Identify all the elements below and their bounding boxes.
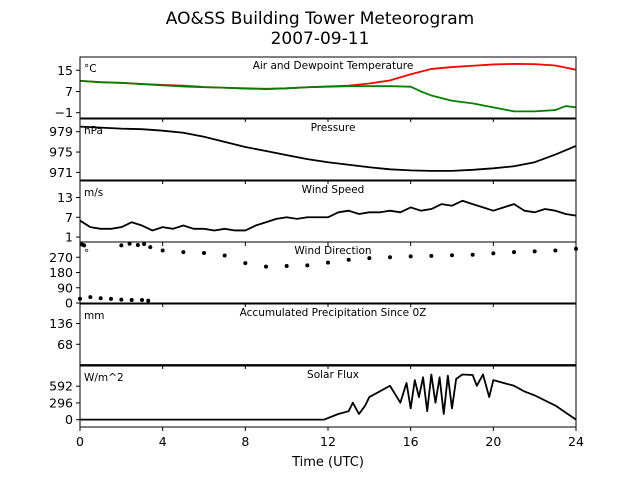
data-point — [512, 250, 516, 255]
panel-2: 13 7 1 Wind Speed m/s — [57, 180, 577, 246]
y-tick-label: 136 — [49, 316, 73, 331]
panel-unit: W/m^2 — [84, 372, 124, 384]
y-tick-label: 13 — [57, 190, 73, 205]
x-tick-label: 16 — [403, 434, 419, 449]
y-tick-label: 7 — [65, 84, 73, 99]
y-tick-label: 296 — [49, 395, 73, 410]
panel-unit: °C — [84, 63, 97, 75]
data-point — [127, 241, 132, 246]
panel-title: Air and Dewpoint Temperature — [253, 60, 414, 72]
data-point — [553, 248, 558, 253]
data-point — [109, 296, 113, 301]
data-point — [82, 243, 87, 248]
x-tick-label: 0 — [76, 434, 84, 449]
y-tick-label: 15 — [57, 63, 73, 78]
y-tick-label: 0 — [65, 296, 73, 311]
y-tick-label: −1 — [55, 105, 73, 120]
data-point — [491, 251, 496, 256]
data-point — [146, 298, 151, 303]
chart-title: AO&SS Building Tower Meteorogram — [166, 9, 474, 29]
data-point — [119, 297, 124, 302]
data-point — [140, 297, 144, 302]
y-tick-label: 971 — [49, 165, 73, 180]
data-point — [532, 249, 537, 254]
y-tick-label: 592 — [49, 379, 73, 394]
data-point — [470, 252, 475, 257]
data-point — [119, 243, 124, 248]
panel-unit: mm — [84, 310, 104, 322]
panel-4: 136 68 Accumulated Precipitation Since 0Z m… — [49, 303, 577, 369]
data-point — [129, 297, 134, 302]
data-point — [222, 253, 227, 258]
data-point — [135, 243, 140, 248]
y-tick-label: 7 — [65, 210, 73, 225]
series-line-0 — [80, 373, 577, 421]
y-tick-label: 975 — [49, 145, 73, 160]
data-point — [264, 264, 268, 269]
data-point — [284, 264, 289, 269]
series-line-0 — [79, 125, 577, 172]
data-point — [202, 251, 206, 256]
data-point — [88, 295, 93, 300]
panel-title: Pressure — [311, 122, 356, 134]
y-tick-label: 979 — [49, 124, 73, 139]
panel-0: 15 7 −1 Air and Dewpoint Temperature °C — [55, 56, 577, 122]
series-line-1 — [79, 79, 577, 113]
y-tick-label: 0 — [65, 412, 73, 427]
y-tick-label: 68 — [57, 337, 73, 352]
data-point — [429, 253, 434, 258]
x-tick-label: 20 — [485, 434, 501, 449]
y-tick-label: 180 — [49, 265, 73, 280]
chart-date: 2007-09-11 — [271, 29, 370, 49]
panel-unit: hPa — [84, 125, 103, 137]
data-point — [346, 257, 351, 262]
panel-title: Solar Flux — [307, 369, 359, 381]
y-tick-label: 90 — [57, 280, 73, 295]
y-tick-label: 1 — [65, 230, 73, 245]
panel-unit: ° — [84, 248, 89, 260]
data-point — [181, 250, 186, 255]
x-tick-label: 24 — [568, 434, 584, 449]
data-point — [305, 263, 310, 268]
data-point — [450, 253, 454, 258]
data-point — [408, 254, 413, 259]
series-line-0 — [79, 199, 577, 232]
panel-title: Accumulated Precipitation Since 0Z — [240, 307, 427, 319]
data-point — [388, 255, 392, 260]
data-point — [98, 296, 103, 301]
data-point — [367, 256, 372, 261]
y-tick-label: 270 — [49, 250, 73, 265]
panel-unit: m/s — [84, 187, 103, 199]
x-tick-label: 4 — [159, 434, 167, 449]
panel-title: Wind Direction — [294, 245, 371, 257]
x-axis-label: Time (UTC) — [291, 455, 364, 470]
panel-title: Wind Speed — [302, 184, 365, 196]
data-point — [160, 248, 165, 253]
data-point — [148, 245, 153, 250]
x-tick-label: 12 — [320, 434, 336, 449]
data-point — [326, 260, 330, 265]
data-point — [142, 242, 147, 247]
data-point — [243, 261, 248, 266]
panel-1: 979 975 971 Pressure hPa — [49, 118, 577, 184]
x-tick-label: 8 — [241, 434, 249, 449]
